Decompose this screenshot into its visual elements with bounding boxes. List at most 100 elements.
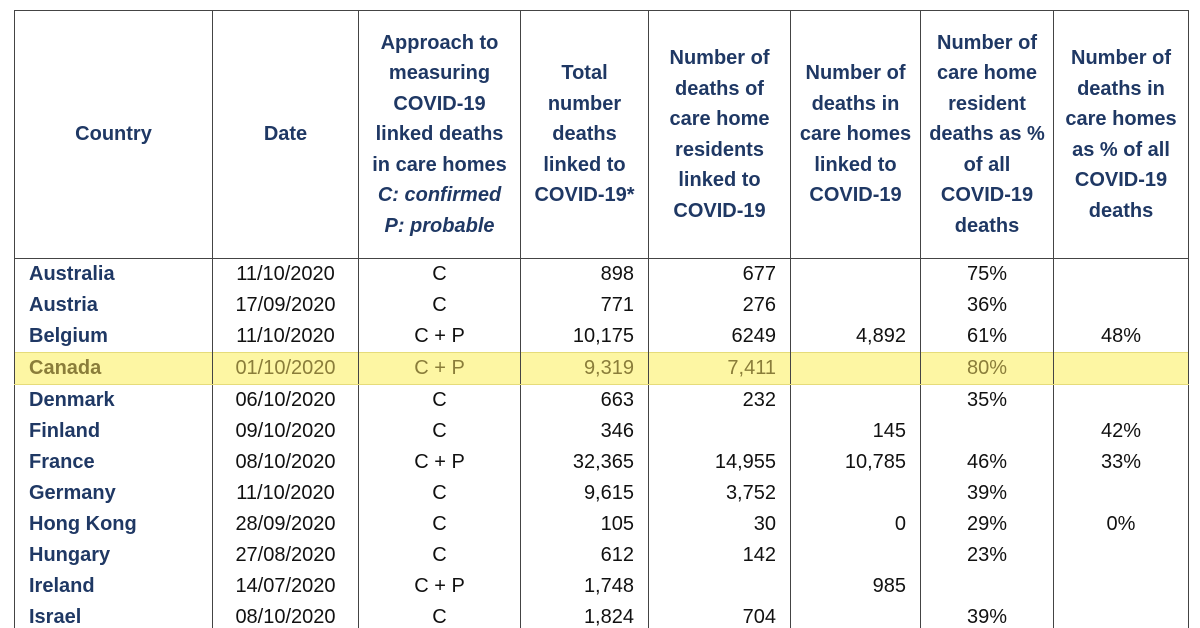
header-cell: Country	[14, 10, 213, 259]
header-row: Country Date Approach to measuring COVID-1…	[14, 10, 1189, 259]
data-cell: 898	[520, 258, 649, 290]
data-cell	[790, 290, 921, 321]
table-row: Hungary 27/08/2020 C 612 142 23%	[14, 540, 1189, 571]
data-cell: 80%	[920, 352, 1054, 385]
header-note: P: probable	[384, 214, 495, 237]
data-cell: 11/10/2020	[212, 321, 359, 353]
data-cell	[1053, 571, 1189, 602]
header-note: C: confirmed	[377, 184, 502, 207]
country-cell: Finland	[14, 416, 213, 447]
data-cell: C	[358, 258, 521, 290]
data-cell: 09/10/2020	[212, 416, 359, 447]
data-cell	[1053, 258, 1189, 290]
data-cell	[790, 258, 921, 290]
data-cell: 4,892	[790, 321, 921, 353]
header-text: Total number deaths linked to COVID-19*	[534, 62, 635, 207]
data-cell	[790, 384, 921, 416]
data-cell	[1053, 384, 1189, 416]
header-cell: Number of deaths in care homes linked to…	[790, 10, 921, 259]
data-cell: 11/10/2020	[212, 478, 359, 509]
table-row: Belgium 11/10/2020 C + P 10,175 6249 4,892 61%…	[14, 321, 1189, 353]
data-cell: C	[358, 602, 521, 628]
header-cell: Total number deaths linked to COVID-19*	[520, 10, 649, 259]
header-cell: Date	[212, 10, 359, 259]
data-cell: C + P	[358, 352, 521, 385]
header-text: Number of deaths in care homes linked to…	[799, 62, 912, 207]
header-text: Country	[75, 123, 152, 146]
data-cell: C	[358, 416, 521, 447]
data-cell: 612	[520, 540, 649, 571]
table-row: Finland 09/10/2020 C 346 145 42%	[14, 416, 1189, 447]
data-cell	[920, 416, 1054, 447]
data-cell: 14,955	[648, 447, 791, 478]
data-cell: 276	[648, 290, 791, 321]
data-cell: 9,319	[520, 352, 649, 385]
header-text: Number of deaths of care home residents …	[669, 47, 770, 222]
country-cell: Denmark	[14, 384, 213, 416]
data-cell: 10,175	[520, 321, 649, 353]
data-cell: C	[358, 478, 521, 509]
table-row: Israel 08/10/2020 C 1,824 704 39%	[14, 602, 1189, 628]
data-cell: 01/10/2020	[212, 352, 359, 385]
table-row: Ireland 14/07/2020 C + P 1,748 985	[14, 571, 1189, 602]
data-cell: 10,785	[790, 447, 921, 478]
table-row: Australia 11/10/2020 C 898 677 75%	[14, 258, 1189, 290]
data-cell: 9,615	[520, 478, 649, 509]
table-row: Hong Kong 28/09/2020 C 105 30 0 29% 0%	[14, 509, 1189, 540]
country-cell: France	[14, 447, 213, 478]
header-text: Number of deaths in care homes as % of a…	[1065, 47, 1177, 222]
country-cell: Austria	[14, 290, 213, 321]
data-cell: 142	[648, 540, 791, 571]
country-cell: Israel	[14, 602, 213, 628]
country-cell: Canada	[14, 352, 213, 385]
table-row: France 08/10/2020 C + P 32,365 14,955 10,785 4…	[14, 447, 1189, 478]
data-cell: 677	[648, 258, 791, 290]
table-row: Germany 11/10/2020 C 9,615 3,752 39%	[14, 478, 1189, 509]
data-cell: C	[358, 290, 521, 321]
data-cell: 06/10/2020	[212, 384, 359, 416]
data-cell: 23%	[920, 540, 1054, 571]
data-cell: 0	[790, 509, 921, 540]
table-body: Australia 11/10/2020 C 898 677 75% Austria 17/0…	[14, 258, 1189, 628]
data-cell: 36%	[920, 290, 1054, 321]
data-cell	[920, 571, 1054, 602]
data-cell: 346	[520, 416, 649, 447]
country-cell: Germany	[14, 478, 213, 509]
data-cell	[1053, 352, 1189, 385]
data-cell	[790, 352, 921, 385]
data-cell	[1053, 478, 1189, 509]
data-cell: C + P	[358, 571, 521, 602]
table-row: Austria 17/09/2020 C 771 276 36%	[14, 290, 1189, 321]
data-cell: 663	[520, 384, 649, 416]
country-cell: Belgium	[14, 321, 213, 353]
header-cell: Number of care home resident deaths as %…	[920, 10, 1054, 259]
data-cell: 704	[648, 602, 791, 628]
data-cell: 29%	[920, 509, 1054, 540]
header-cell: Number of deaths of care home residents …	[648, 10, 791, 259]
data-cell: 28/09/2020	[212, 509, 359, 540]
data-cell: C	[358, 540, 521, 571]
table-row: Canada 01/10/2020 C + P 9,319 7,411 80%	[14, 352, 1189, 385]
data-cell: 35%	[920, 384, 1054, 416]
data-table: Country Date Approach to measuring COVID-1…	[14, 10, 1189, 628]
data-cell	[790, 540, 921, 571]
data-cell: C	[358, 509, 521, 540]
data-cell: 11/10/2020	[212, 258, 359, 290]
table-row: Denmark 06/10/2020 C 663 232 35%	[14, 384, 1189, 416]
data-cell: 08/10/2020	[212, 447, 359, 478]
data-cell: 46%	[920, 447, 1054, 478]
data-cell: 0%	[1053, 509, 1189, 540]
data-cell: 985	[790, 571, 921, 602]
data-cell	[790, 478, 921, 509]
data-cell: 30	[648, 509, 791, 540]
data-cell: 08/10/2020	[212, 602, 359, 628]
country-cell: Ireland	[14, 571, 213, 602]
data-cell: 14/07/2020	[212, 571, 359, 602]
header-cell: Approach to measuring COVID-19 linked de…	[358, 10, 521, 259]
data-cell: 771	[520, 290, 649, 321]
data-cell: 1,748	[520, 571, 649, 602]
data-cell: 3,752	[648, 478, 791, 509]
data-cell: 32,365	[520, 447, 649, 478]
header-cell: Number of deaths in care homes as % of a…	[1053, 10, 1189, 259]
